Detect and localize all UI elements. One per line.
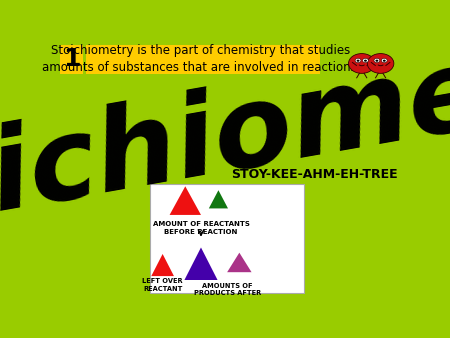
Polygon shape xyxy=(170,186,201,215)
Circle shape xyxy=(374,58,380,63)
FancyBboxPatch shape xyxy=(60,45,83,74)
FancyBboxPatch shape xyxy=(150,184,304,293)
Text: AMOUNT OF REACTANTS
BEFORE REACTION: AMOUNT OF REACTANTS BEFORE REACTION xyxy=(153,221,249,235)
Circle shape xyxy=(348,53,375,73)
Circle shape xyxy=(355,58,361,63)
Polygon shape xyxy=(209,190,228,209)
Circle shape xyxy=(363,58,369,63)
Circle shape xyxy=(382,58,387,63)
Circle shape xyxy=(364,59,367,62)
Text: STOY-KEE-AHM-EH-TREE: STOY-KEE-AHM-EH-TREE xyxy=(231,168,398,181)
Text: Stoichiometry: Stoichiometry xyxy=(0,6,450,273)
Circle shape xyxy=(356,59,360,62)
Circle shape xyxy=(383,59,386,62)
Text: LEFT OVER
REACTANT: LEFT OVER REACTANT xyxy=(142,279,183,292)
Circle shape xyxy=(375,59,378,62)
Circle shape xyxy=(367,53,394,73)
Polygon shape xyxy=(151,254,174,276)
FancyBboxPatch shape xyxy=(86,45,319,74)
Text: 1: 1 xyxy=(63,47,81,71)
Text: Stoichiometry is the part of chemistry that studies
amounts of substances that a: Stoichiometry is the part of chemistry t… xyxy=(42,44,360,74)
Text: AMOUNTS OF
PRODUCTS AFTER: AMOUNTS OF PRODUCTS AFTER xyxy=(194,283,261,296)
Polygon shape xyxy=(227,253,252,272)
Polygon shape xyxy=(184,247,217,280)
